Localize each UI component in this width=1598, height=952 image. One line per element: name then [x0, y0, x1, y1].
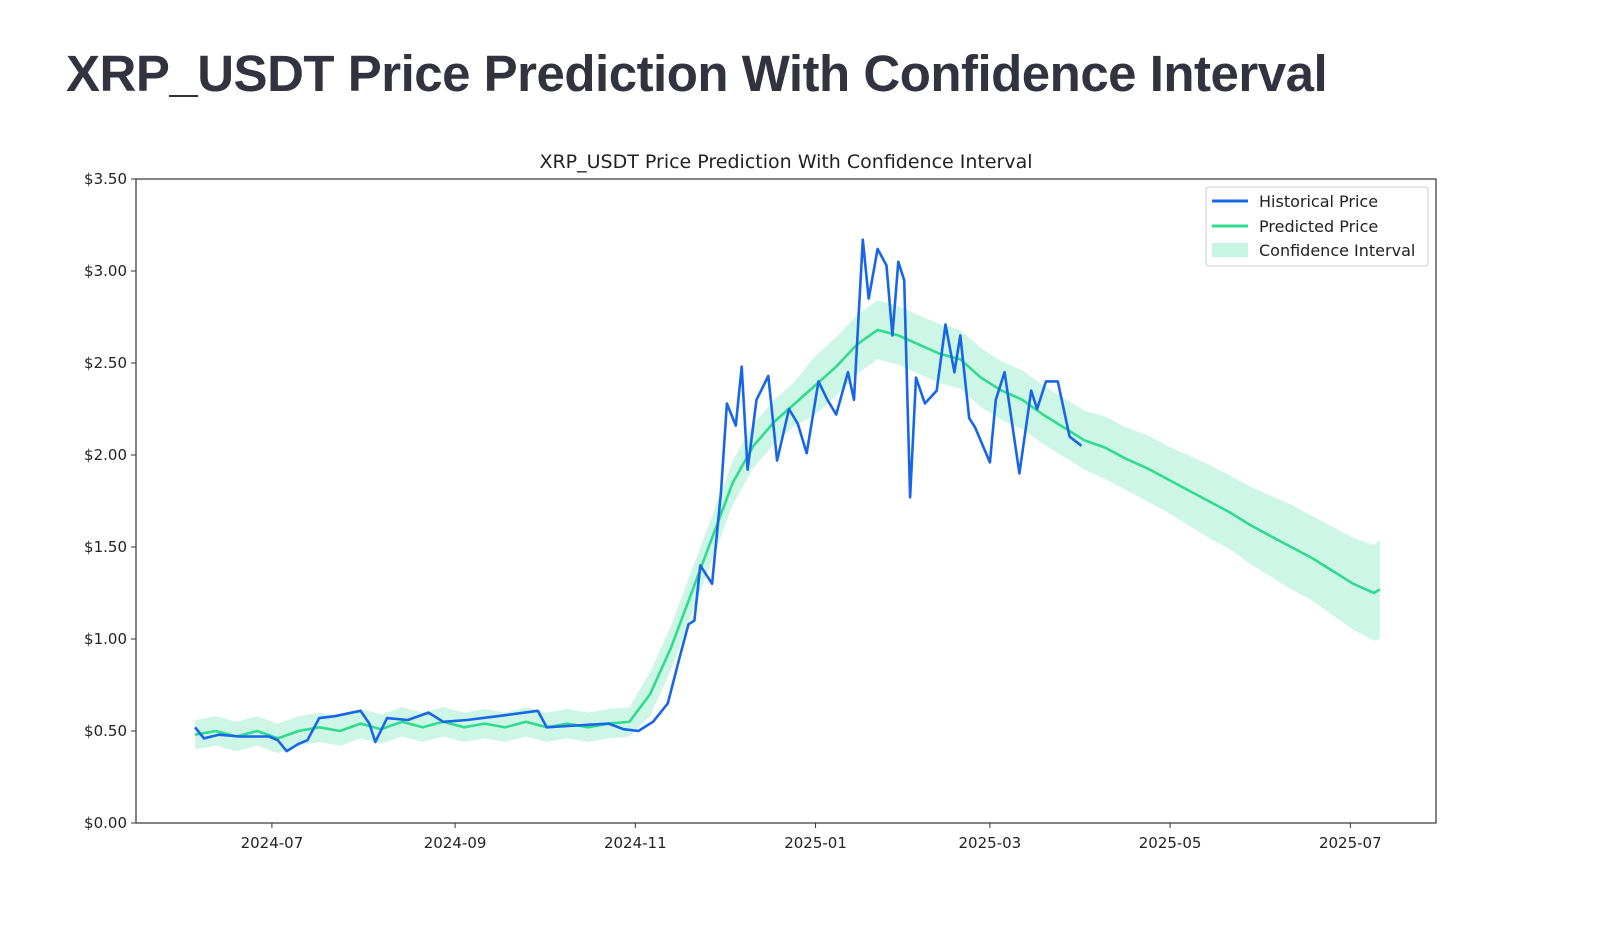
- x-tick-label: 2024-09: [424, 834, 487, 852]
- legend: Historical Price Predicted Price Confide…: [1205, 186, 1429, 267]
- x-tick-label: 2025-05: [1139, 834, 1202, 852]
- predicted-price-line: [194, 328, 1381, 740]
- x-tick-label: 2024-11: [604, 834, 667, 852]
- y-tick-label: $0.50: [84, 722, 127, 740]
- y-tick-label: $0.00: [84, 814, 127, 832]
- confidence-band-layer: [195, 300, 1380, 754]
- y-tick-label: $3.00: [84, 262, 127, 280]
- x-tick-label: 2025-03: [959, 834, 1022, 852]
- plot-frame: [135, 178, 1437, 824]
- x-tick-label: 2025-01: [784, 834, 847, 852]
- axis-ticks: $0.00 $0.50 $1.00 $1.50 $2.00 $2.50 $3.00 $3.50…: [84, 170, 1382, 852]
- historical-price-line: [194, 238, 1083, 753]
- series-lines-layer: [194, 238, 1381, 753]
- y-tick-label: $1.50: [84, 538, 127, 556]
- page-title: XRP_USDT Price Prediction With Confidenc…: [66, 45, 1328, 102]
- legend-confidence-label: Confidence Interval: [1259, 241, 1415, 260]
- y-tick-label: $1.00: [84, 630, 127, 648]
- y-tick-label: $2.50: [84, 354, 127, 372]
- y-tick-label: $3.50: [84, 170, 127, 188]
- legend-predicted-label: Predicted Price: [1259, 217, 1378, 236]
- y-tick-label: $2.00: [84, 446, 127, 464]
- confidence-interval-band: [195, 300, 1380, 754]
- legend-historical-label: Historical Price: [1259, 192, 1378, 211]
- chart-title: XRP_USDT Price Prediction With Confidenc…: [539, 151, 1032, 173]
- legend-box: [1205, 186, 1429, 267]
- x-tick-label: 2025-07: [1319, 834, 1382, 852]
- x-tick-label: 2024-07: [241, 834, 304, 852]
- legend-confidence-swatch: [1212, 243, 1248, 257]
